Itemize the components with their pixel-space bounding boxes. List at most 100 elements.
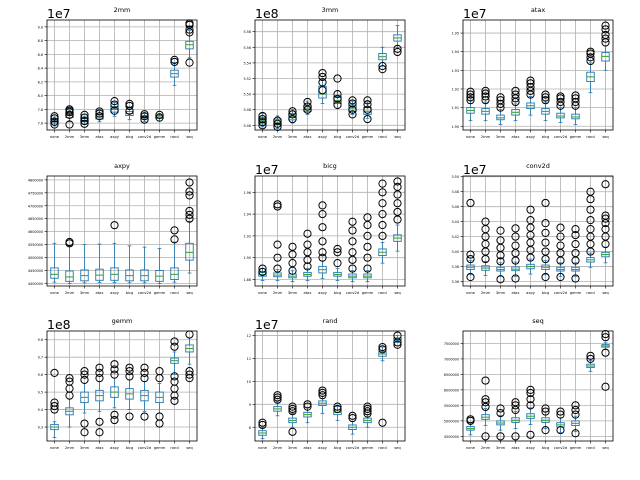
box-atax (511, 398, 520, 441)
outlier-point (526, 385, 535, 394)
box-seq (185, 330, 194, 383)
outlier-point (511, 86, 520, 95)
axes-frame (46, 175, 198, 287)
outlier-point (95, 363, 104, 372)
outlier-point (481, 92, 490, 101)
outlier-point (526, 401, 535, 410)
outlier-point (80, 119, 89, 128)
box-bicg (541, 90, 550, 122)
x-tick-label: rand (378, 135, 386, 139)
box-2mm (65, 105, 74, 129)
outlier-point (363, 105, 372, 114)
outlier-point (318, 253, 327, 262)
outlier-point (571, 91, 580, 100)
y-tick-label: 4550000 (28, 243, 43, 247)
box-rand (586, 47, 595, 94)
subplot-title: conv2d (526, 162, 550, 170)
y-tick-label: 3.46 (451, 205, 459, 209)
y-tick-label: 8 (249, 426, 251, 430)
outlier-point (185, 191, 194, 200)
box-rand (170, 226, 179, 283)
box-atax (303, 400, 312, 424)
outlier-point (318, 86, 327, 95)
box-2mm (65, 237, 74, 284)
x-tick-label: rand (586, 135, 594, 139)
outlier-point (258, 418, 267, 427)
outlier-point (586, 53, 595, 62)
outlier-point (541, 219, 550, 228)
outlier-point (496, 404, 505, 413)
outlier-point (541, 272, 550, 282)
x-tick-label: conv2d (138, 446, 151, 450)
outlier-point (571, 239, 580, 249)
outlier-point (318, 201, 327, 210)
x-tick-label: seq (186, 446, 192, 450)
outlier-point (601, 329, 610, 339)
x-tick-label: bicg (334, 446, 342, 450)
outlier-point (185, 58, 194, 67)
outlier-point (110, 106, 119, 115)
y-tick-label: 3.40 (451, 250, 459, 254)
outlier-point (541, 238, 550, 247)
axis-offset-label: 1e7 (255, 317, 279, 332)
outlier-point (481, 395, 490, 404)
x-tick-label: seq (186, 291, 192, 295)
outlier-point (541, 228, 550, 237)
outlier-point (95, 428, 104, 437)
y-tick-label: 1.94 (451, 50, 459, 54)
outlier-point (511, 398, 520, 407)
y-tick-label: 8.8 (38, 39, 43, 43)
outlier-point (170, 226, 179, 235)
outlier-point (303, 229, 312, 238)
x-tick-label: bicg (126, 135, 134, 139)
outlier-point (466, 96, 475, 105)
outlier-point (496, 257, 505, 266)
box-none (50, 368, 59, 438)
outlier-point (50, 398, 59, 407)
outlier-point (333, 404, 342, 414)
y-tick-label: 9.4 (38, 408, 43, 412)
outlier-point (511, 232, 520, 241)
box-rand (378, 46, 387, 74)
box-none (466, 415, 475, 436)
outlier-point (556, 232, 565, 241)
x-tick-label: 2mm (481, 291, 491, 295)
outlier-point (466, 198, 475, 208)
subplot-title: 3mm (322, 6, 339, 14)
outlier-point (378, 65, 387, 74)
x-tick-label: conv2d (138, 135, 151, 139)
x-tick-label: 2mm (273, 135, 283, 139)
outlier-point (481, 398, 490, 407)
y-tick-label: 1.92 (243, 234, 251, 238)
box-none (258, 264, 267, 281)
outlier-point (80, 367, 89, 376)
outlier-point (50, 368, 59, 378)
outlier-point (556, 241, 565, 250)
outlier-point (601, 382, 610, 391)
outlier-point (288, 242, 297, 251)
box-atax (511, 224, 520, 283)
y-tick-label: 5.58 (243, 30, 251, 34)
outlier-point (50, 112, 59, 121)
outlier-point (273, 116, 282, 125)
outlier-point (571, 429, 580, 438)
outlier-point (170, 235, 179, 244)
x-tick-label: 3mm (288, 446, 298, 450)
outlier-point (481, 86, 490, 95)
outlier-point (363, 114, 372, 124)
outlier-point (80, 375, 89, 384)
outlier-point (496, 409, 505, 418)
outlier-point (511, 405, 520, 415)
outlier-point (348, 105, 357, 114)
outlier-point (288, 259, 297, 268)
x-tick-label: gemm (362, 135, 374, 139)
outlier-point (393, 177, 402, 186)
outlier-point (185, 214, 194, 223)
x-tick-label: axpy (318, 135, 328, 139)
x-tick-label: conv2d (346, 291, 359, 295)
y-tick-label: 8.6 (38, 53, 43, 57)
outlier-point (318, 223, 327, 232)
outlier-point (273, 391, 282, 400)
y-tick-label: 4500000 (444, 435, 459, 439)
axis-offset-label: 1e8 (47, 317, 71, 332)
